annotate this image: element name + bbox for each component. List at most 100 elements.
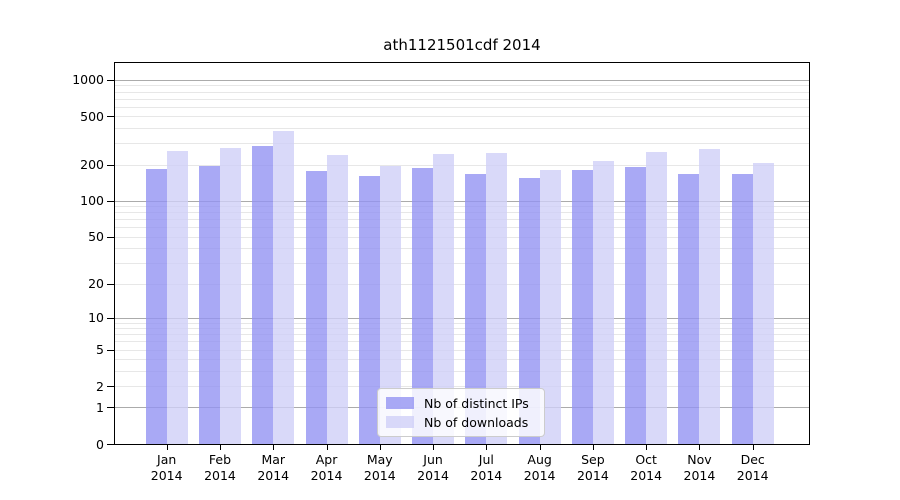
gridline-minor xyxy=(115,386,809,388)
x-tick-label: Oct 2014 xyxy=(616,452,676,484)
gridline-minor xyxy=(115,206,809,208)
chart-title: ath1121501cdf 2014 xyxy=(383,36,541,54)
y-tick-label: 10 xyxy=(88,310,104,326)
gridline-minor xyxy=(115,143,809,145)
y-tick-label: 500 xyxy=(80,108,104,124)
x-tick-label: Feb 2014 xyxy=(190,452,250,484)
bar-distinct-ips-apr xyxy=(305,171,327,444)
bar-downloads-jul xyxy=(486,153,508,444)
y-tick-mark xyxy=(107,317,114,319)
x-tick-mark xyxy=(646,444,648,450)
x-tick-label: Jan 2014 xyxy=(137,452,197,484)
gridline-minor xyxy=(115,219,809,221)
x-tick-mark xyxy=(326,444,328,450)
bar-downloads-mar xyxy=(273,130,295,444)
bar-downloads-apr xyxy=(326,155,348,444)
x-tick-month: May xyxy=(366,452,393,467)
x-tick-mark xyxy=(752,444,754,450)
gridline-minor xyxy=(115,322,809,324)
x-tick-month: Jun xyxy=(423,452,443,467)
gridline-minor xyxy=(115,212,809,214)
x-tick-year: 2014 xyxy=(363,468,396,483)
x-tick-mark xyxy=(699,444,701,450)
bar-distinct-ips-sep xyxy=(571,169,593,444)
legend-swatch-distinct-ips xyxy=(386,397,414,409)
bar-downloads-dec xyxy=(752,162,774,444)
bar-distinct-ips-dec xyxy=(731,174,753,444)
x-tick-year: 2014 xyxy=(204,468,236,483)
legend-swatch-downloads xyxy=(386,416,414,428)
bar-downloads-oct xyxy=(646,152,668,444)
legend-item-distinct-ips: Nb of distinct IPs xyxy=(386,395,536,411)
x-tick-month: Sep xyxy=(581,452,605,467)
bar-distinct-ips-jul xyxy=(465,173,487,444)
x-tick-label: Mar 2014 xyxy=(243,452,303,484)
y-tick-label: 100 xyxy=(80,193,104,209)
bar-downloads-aug xyxy=(539,170,561,444)
x-tick-label: Apr 2014 xyxy=(297,452,357,484)
gridline-minor xyxy=(115,328,809,330)
gridline-minor xyxy=(115,91,809,93)
x-tick-month: Feb xyxy=(208,452,232,467)
legend: Nb of distinct IPs Nb of downloads xyxy=(377,388,545,437)
x-tick-label: Jul 2014 xyxy=(456,452,516,484)
x-tick-mark xyxy=(379,444,381,450)
y-tick-mark xyxy=(107,236,114,238)
y-tick-label: 0 xyxy=(96,436,104,452)
x-tick-year: 2014 xyxy=(150,468,183,483)
gridline-minor xyxy=(115,128,809,130)
x-tick-year: 2014 xyxy=(257,468,290,483)
x-tick-year: 2014 xyxy=(310,468,343,483)
gridline-minor xyxy=(115,116,809,118)
y-tick-label: 5 xyxy=(96,342,104,358)
x-tick-mark xyxy=(273,444,275,450)
x-tick-mark xyxy=(433,444,435,450)
x-tick-month: Aug xyxy=(527,452,552,467)
y-tick-mark xyxy=(107,349,114,351)
gridline-minor xyxy=(115,359,809,361)
x-tick-year: 2014 xyxy=(683,468,716,483)
x-tick-label: Jun 2014 xyxy=(403,452,463,484)
bar-downloads-jun xyxy=(433,154,455,444)
x-tick-year: 2014 xyxy=(630,468,663,483)
bar-downloads-nov xyxy=(699,148,721,444)
x-tick-mark xyxy=(166,444,168,450)
bar-distinct-ips-mar xyxy=(252,146,274,444)
y-tick-mark xyxy=(107,283,114,285)
y-tick-label: 50 xyxy=(88,229,104,245)
x-tick-month: Apr xyxy=(315,452,338,467)
x-tick-year: 2014 xyxy=(736,468,769,483)
x-tick-label: Sep 2014 xyxy=(563,452,623,484)
bar-distinct-ips-aug xyxy=(518,177,540,444)
bar-distinct-ips-feb xyxy=(198,165,220,444)
x-tick-year: 2014 xyxy=(470,468,503,483)
gridline-minor xyxy=(115,85,809,87)
gridline-major xyxy=(115,79,809,81)
y-tick-mark xyxy=(107,444,114,445)
x-tick-year: 2014 xyxy=(576,468,609,483)
y-tick-mark xyxy=(107,200,114,202)
gridline-minor xyxy=(115,370,809,372)
x-tick-label: Dec 2014 xyxy=(723,452,783,484)
legend-item-downloads: Nb of downloads xyxy=(386,414,536,430)
gridline-minor xyxy=(115,341,809,343)
gridline-major xyxy=(115,317,809,319)
x-tick-mark xyxy=(219,444,221,450)
gridline-minor xyxy=(115,263,809,265)
x-tick-year: 2014 xyxy=(417,468,449,483)
x-tick-month: Jul xyxy=(478,452,494,467)
x-tick-month: Oct xyxy=(635,452,657,467)
legend-label-downloads: Nb of downloads xyxy=(424,414,529,430)
bar-distinct-ips-jun xyxy=(412,168,434,444)
x-tick-label: Aug 2014 xyxy=(510,452,570,484)
y-tick-label: 2 xyxy=(96,378,104,394)
y-tick-label: 1 xyxy=(96,399,104,415)
x-tick-month: Dec xyxy=(740,452,765,467)
gridline-minor xyxy=(115,236,809,238)
x-tick-month: Jan xyxy=(157,452,177,467)
bar-distinct-ips-oct xyxy=(625,167,647,444)
x-tick-label: May 2014 xyxy=(350,452,410,484)
y-tick-mark xyxy=(107,386,114,388)
y-tick-mark xyxy=(107,407,114,409)
